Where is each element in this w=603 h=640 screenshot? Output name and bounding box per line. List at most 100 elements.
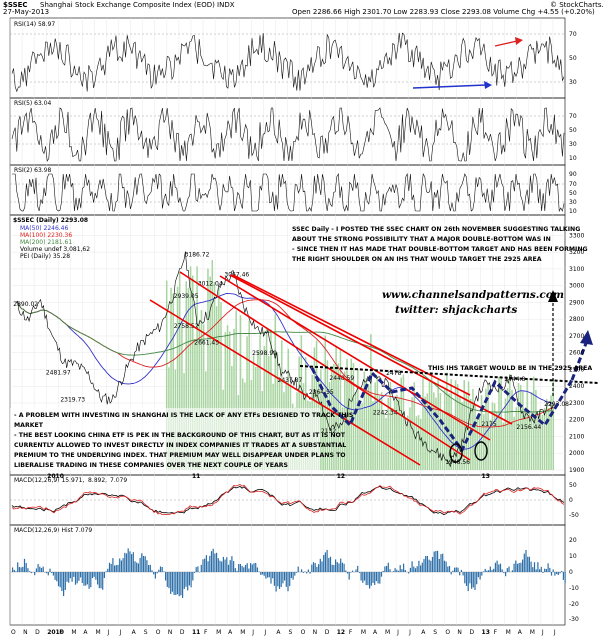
volume-bar <box>192 275 194 470</box>
hist-bar <box>112 558 114 572</box>
volume-bar <box>532 376 535 470</box>
volume-bar <box>324 335 326 470</box>
volume-bar <box>437 378 439 470</box>
hist-bar <box>289 572 291 587</box>
volume-bar <box>391 408 394 470</box>
hist-bar <box>241 565 243 572</box>
hist-tick-20: 20 <box>569 537 577 544</box>
x-tick-5: M <box>71 629 76 636</box>
hist-label: MACD(12,26,9) Hist 7.079 <box>14 527 92 534</box>
volume-bar <box>196 266 198 470</box>
volume-bar <box>198 321 201 470</box>
hist-bar <box>136 562 138 572</box>
x-tick-8: J <box>107 629 110 636</box>
hist-bar <box>236 570 238 572</box>
hist-bar <box>137 563 139 572</box>
volume-bar <box>187 287 190 470</box>
x-tick-16: F <box>204 629 208 636</box>
rsi-divergence-arrow-icon <box>484 81 492 89</box>
volume-bar <box>548 407 550 470</box>
volume-bar <box>228 331 231 470</box>
hist-bar <box>78 572 80 581</box>
x-tick-41: M <box>506 629 511 636</box>
volume-bar <box>530 392 533 470</box>
ihs-target-text: THIS IHS TARGET WOULD BE IN THE 2925 ARE… <box>428 365 592 372</box>
hist-bar <box>120 560 122 572</box>
x-tick-mid-39: 13 <box>482 473 490 480</box>
volume-bar <box>176 286 179 470</box>
macd-line <box>11 485 565 516</box>
hist-bar <box>433 551 435 572</box>
hist-bar <box>355 569 357 572</box>
volume-bar <box>331 365 333 470</box>
price-label-10: 2448.59 <box>329 375 354 382</box>
pattern-arrows <box>310 337 590 453</box>
x-tick-29: M <box>361 629 366 636</box>
hist-bar <box>294 572 296 576</box>
volume-bar <box>526 379 528 470</box>
hist-bar <box>549 567 551 572</box>
hist-bar <box>408 572 410 574</box>
hist-bar <box>343 563 345 572</box>
volume-bar <box>239 315 242 470</box>
hist-bar <box>335 559 337 572</box>
volume-bar <box>374 382 376 470</box>
hist-bar <box>338 563 340 572</box>
trend-line-3 <box>219 275 491 441</box>
y-tick-3300: 3300 <box>569 232 584 239</box>
volume-bar <box>248 320 250 470</box>
hist-bar <box>95 572 97 580</box>
volume-bar <box>361 403 363 470</box>
hist-bar <box>505 572 507 577</box>
hist-bar <box>224 559 226 572</box>
header-symbol: $SSEC <box>3 1 28 9</box>
hist-bar <box>119 558 121 572</box>
hist-bar <box>358 572 360 573</box>
hist-bar <box>292 572 294 580</box>
volume-bar <box>461 401 463 470</box>
rsi5-tick-10: 10 <box>569 155 577 162</box>
hist-bar <box>25 563 27 572</box>
hist-bar <box>272 572 274 579</box>
hist-bar <box>544 568 546 572</box>
volume-bar <box>194 339 196 470</box>
volume-bar <box>456 384 459 470</box>
rsi-overbought-line <box>494 40 518 47</box>
x-tick-35: S <box>433 629 437 636</box>
volume-bar <box>496 412 498 470</box>
volume-bar <box>367 385 370 470</box>
hist-bar <box>231 556 233 572</box>
hist-bar <box>176 572 179 595</box>
hist-bar <box>486 570 488 572</box>
volume-bar <box>411 397 413 470</box>
hist-bar <box>454 567 456 572</box>
volume-bar <box>441 409 444 470</box>
hist-bar <box>365 572 367 586</box>
rsi14-label: RSI(14) 58.97 <box>14 21 55 28</box>
hist-bar <box>202 559 204 572</box>
volume-bar <box>491 402 494 470</box>
hist-bar <box>401 569 403 572</box>
hist-bar <box>501 569 503 572</box>
x-tick-7: M <box>95 629 100 636</box>
hist-bar <box>285 572 287 587</box>
hist-bar <box>98 572 100 589</box>
hist-bar <box>341 562 343 572</box>
hist-bar <box>244 564 247 572</box>
volume-bar <box>422 378 424 470</box>
hist-tick-m20: -20 <box>569 601 579 608</box>
hist-bar <box>340 558 342 572</box>
x-tick-39: 13 <box>482 629 490 636</box>
x-tick-33: J <box>408 629 411 636</box>
hist-bar <box>319 558 321 572</box>
volume-bar <box>537 417 539 470</box>
hist-bar <box>377 572 379 584</box>
hist-bar <box>484 568 486 572</box>
volume-bar <box>535 390 537 470</box>
hist-bar <box>134 561 136 572</box>
hist-bar <box>54 572 56 580</box>
x-tick-28: F <box>349 629 353 636</box>
hist-bar <box>139 557 141 572</box>
hist-bar <box>61 572 63 592</box>
hist-bar <box>238 564 240 572</box>
